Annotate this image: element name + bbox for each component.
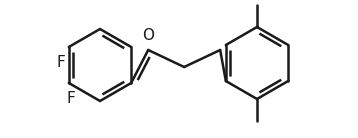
Text: F: F bbox=[57, 55, 65, 70]
Text: O: O bbox=[142, 28, 154, 43]
Text: F: F bbox=[67, 91, 75, 106]
